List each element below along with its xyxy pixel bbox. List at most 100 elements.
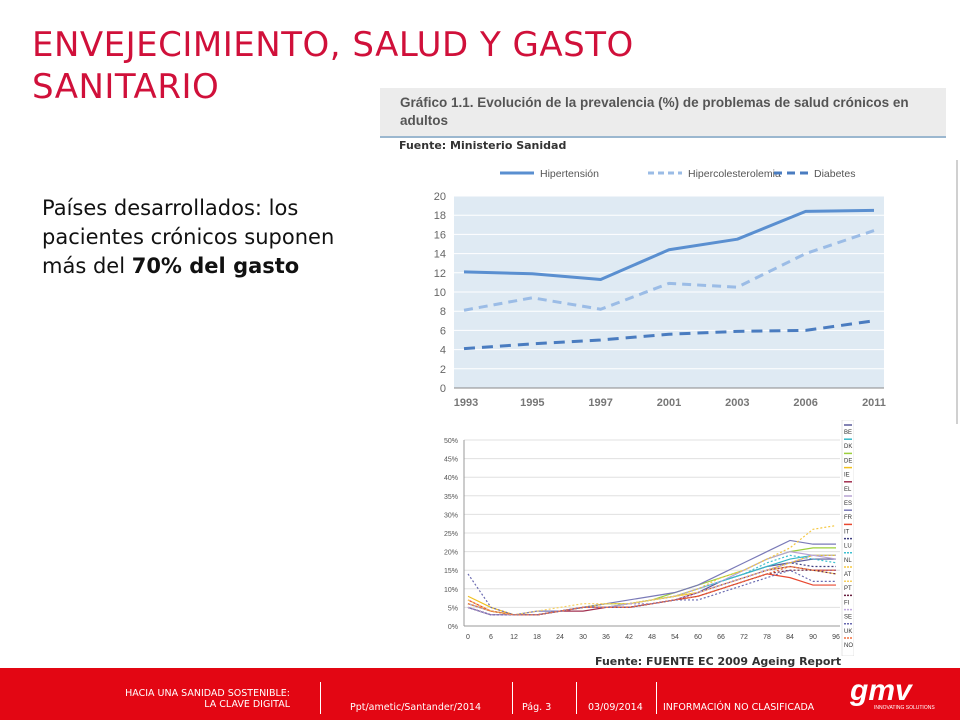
y-tick-label: 25% xyxy=(444,531,458,538)
series-line xyxy=(467,550,837,616)
legend-label: DK xyxy=(844,444,852,450)
x-tick-label: 84 xyxy=(786,634,794,641)
x-tick-label: 90 xyxy=(809,634,817,641)
y-tick-label: 10 xyxy=(434,287,446,299)
legend-label: LU xyxy=(844,544,852,550)
prevalence-chart: 0 2 4 6 8 10 12 14 16 18 20 1993 1995 1997 2001 2003 200… xyxy=(434,168,886,409)
x-tick-label: 0 xyxy=(466,634,470,641)
y-tick-label: 6 xyxy=(440,325,446,337)
gmv-logo: gmv INNOVATING SOLUTIONS xyxy=(849,676,935,711)
y-tick-label: 45% xyxy=(444,457,458,464)
y-tick-label: 12 xyxy=(434,268,446,280)
y-tick-label: 18 xyxy=(434,210,446,222)
x-tick-label: 42 xyxy=(625,634,633,641)
series-line xyxy=(467,524,837,616)
legend-label: AT xyxy=(844,572,852,578)
x-tick-label: 96 xyxy=(832,634,840,641)
legend-label: IT xyxy=(844,529,850,535)
legend-label: NO xyxy=(844,643,853,649)
y-tick-label: 20% xyxy=(444,550,458,557)
x-tick-label: 2001 xyxy=(657,397,681,409)
x-tick-label: 30 xyxy=(579,634,587,641)
y-tick-label: 5% xyxy=(448,605,458,612)
x-tick-label: 1997 xyxy=(588,397,612,409)
series-line xyxy=(463,229,875,312)
x-tick-label: 72 xyxy=(740,634,748,641)
footer-separator xyxy=(576,682,577,714)
x-tick-label: 78 xyxy=(763,634,771,641)
y-tick-label: 50% xyxy=(444,438,458,445)
footer-bar: HACIA UNA SANIDAD SOSTENIBLE: LA CLAVE D… xyxy=(0,668,960,720)
y-tick-label: 10% xyxy=(444,587,458,594)
x-tick-label: 48 xyxy=(648,634,656,641)
logo-text: gmv xyxy=(849,676,914,707)
ageing-chart: 0% 5% 10% 15% 20% 25% 30% 35% 40% 45% 50% 0 6 12 18 24 3… xyxy=(444,420,854,656)
legend-label: NL xyxy=(844,558,852,564)
series-line xyxy=(467,565,836,616)
footer-classification: INFORMACIÓN NO CLASIFICADA xyxy=(663,702,815,713)
legend-label: DE xyxy=(844,458,852,464)
x-tick-label: 60 xyxy=(694,634,702,641)
y-tick-label: 15% xyxy=(444,568,458,575)
series-line xyxy=(467,554,837,616)
y-tick-label: 0% xyxy=(448,624,458,631)
legend-label: SE xyxy=(844,615,852,621)
x-tick-label: 66 xyxy=(717,634,725,641)
footer-project: HACIA UNA SANIDAD SOSTENIBLE: LA CLAVE D… xyxy=(125,688,290,710)
footer-separator xyxy=(656,682,657,714)
y-tick-label: 35% xyxy=(444,494,458,501)
footer-doc: Ppt/ametic/Santander/2014 xyxy=(350,702,481,713)
legend-label: ES xyxy=(844,501,852,507)
x-tick-label: 12 xyxy=(510,634,518,641)
chart1-caption-box: Gráfico 1.1. Evolución de la prevalencia… xyxy=(380,88,946,138)
x-tick-label: 36 xyxy=(602,634,610,641)
x-tick-label: 1995 xyxy=(520,397,544,409)
y-tick-label: 4 xyxy=(440,345,446,357)
body-text: Países desarrollados: los pacientes crón… xyxy=(42,194,362,281)
x-tick-label: 2006 xyxy=(793,397,817,409)
legend-label: Hipertensión xyxy=(540,168,599,180)
x-tick-label: 6 xyxy=(489,634,493,641)
legend-label: UK xyxy=(844,629,852,635)
legend-label: FI xyxy=(844,600,850,606)
y-tick-label: 8 xyxy=(440,306,446,318)
footer-separator xyxy=(512,682,513,714)
y-tick-label: 40% xyxy=(444,475,458,482)
series-line xyxy=(467,569,836,616)
footer-date: 03/09/2014 xyxy=(588,702,643,713)
y-tick-label: 0 xyxy=(440,383,446,395)
y-tick-label: 16 xyxy=(434,229,446,241)
series-line xyxy=(467,569,837,616)
footer-page: Pág. 3 xyxy=(522,702,552,713)
legend-label: Diabetes xyxy=(814,168,855,180)
y-tick-label: 20 xyxy=(434,191,446,203)
divider xyxy=(956,160,958,424)
series-line xyxy=(467,565,837,616)
body-text-main: Países desarrollados: los pacientes crón… xyxy=(42,196,335,278)
legend-label: Hipercolesterolemia xyxy=(688,168,781,180)
series-line xyxy=(467,547,836,616)
y-tick-label: 30% xyxy=(444,512,458,519)
x-tick-label: 54 xyxy=(671,634,679,641)
series-line xyxy=(467,573,836,616)
logo-tagline: INNOVATING SOLUTIONS xyxy=(874,705,935,711)
body-text-highlight: 70% del gasto xyxy=(131,254,300,278)
legend-label: EL xyxy=(844,487,852,493)
x-tick-label: 2003 xyxy=(725,397,749,409)
chart2-source: Fuente: FUENTE EC 2009 Ageing Report xyxy=(595,655,842,668)
x-tick-label: 1993 xyxy=(454,397,478,409)
slide-title: ENVEJECIMIENTO, SALUD Y GASTO SANITARIO xyxy=(32,25,634,107)
series-line xyxy=(463,208,875,282)
legend-label: BE xyxy=(844,430,852,436)
chart1-caption: Gráfico 1.1. Evolución de la prevalencia… xyxy=(400,95,909,128)
x-tick-label: 24 xyxy=(556,634,564,641)
legend-label: IE xyxy=(844,473,850,479)
series-line xyxy=(463,319,875,351)
chart1-source: Fuente: Ministerio Sanidad xyxy=(399,139,567,152)
x-tick-label: 18 xyxy=(533,634,541,641)
legend-label: FR xyxy=(844,515,853,521)
y-tick-label: 14 xyxy=(434,249,446,261)
x-tick-label: 2011 xyxy=(862,397,886,409)
footer-separator xyxy=(320,682,321,714)
y-tick-label: 2 xyxy=(440,364,446,376)
